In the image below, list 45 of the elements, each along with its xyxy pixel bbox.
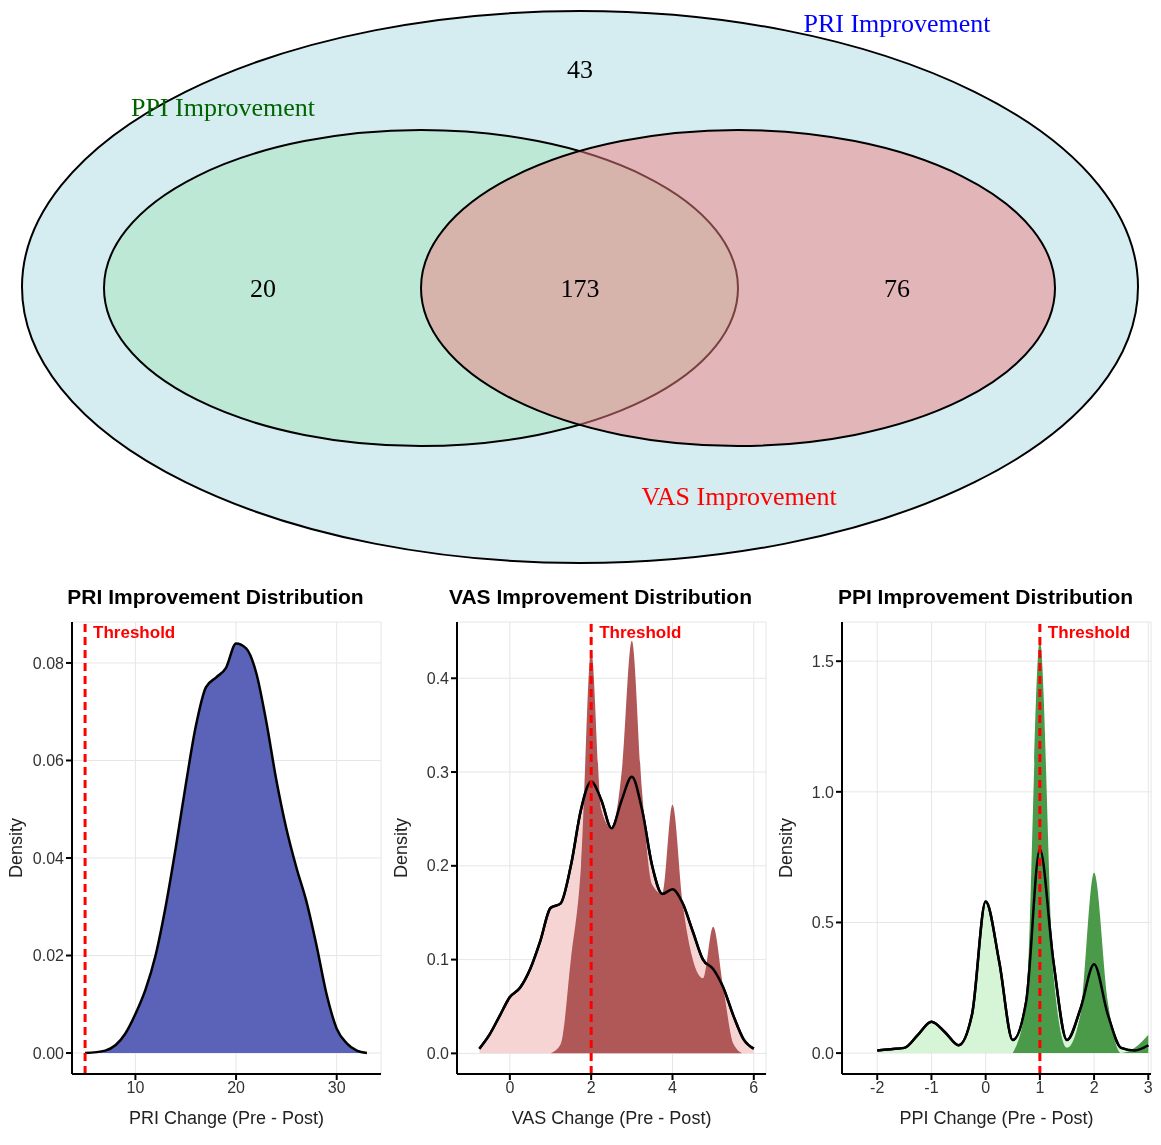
y-tick-label: 0.2 [426,857,450,875]
y-tick-label: 0.08 [32,654,65,672]
chart-title: VAS Improvement Distribution [448,584,753,610]
ref-line-label: Threshold [599,623,682,642]
x-tick-label: 3 [1143,1079,1153,1097]
x-tick-label: -2 [870,1079,885,1097]
chart-title: PRI Improvement Distribution [66,584,365,610]
x-tick-label: 6 [749,1079,759,1097]
x-tick-label: 0 [981,1079,991,1097]
x-tick-label: 4 [668,1079,678,1097]
y-tick-label: 0.02 [32,947,65,965]
data-label: 20 [250,274,276,303]
ref-line-label: Threshold [93,623,176,642]
x-tick-label: 30 [327,1079,346,1097]
data-label: 173 [560,274,600,303]
x-axis-title: PPI Change (Pre - Post) [899,1108,1094,1128]
x-tick-label: 2 [1089,1079,1099,1097]
y-tick-label: 0.5 [811,914,835,932]
y-tick-label: 0.0 [426,1045,450,1063]
y-axis-title: Density [6,817,27,879]
x-tick-label: 2 [586,1079,596,1097]
data-label: 43 [567,55,593,84]
y-tick-label: 0.04 [32,849,65,867]
y-tick-label: 0.1 [426,951,450,969]
text: PRI Improvement [803,9,992,38]
text: VAS Improvement [641,482,838,511]
x-tick-label: 20 [227,1079,246,1097]
y-tick-label: 0.0 [811,1044,835,1062]
x-axis-title: VAS Change (Pre - Post) [511,1108,712,1128]
y-tick-label: 0.4 [426,669,450,687]
y-tick-label: 0.00 [32,1044,65,1062]
y-tick-label: 1.5 [811,652,835,670]
y-axis-title: Density [776,817,797,879]
y-tick-label: 0.3 [426,763,450,781]
x-tick-label: 0 [505,1079,515,1097]
data-label: 76 [884,274,910,303]
y-tick-label: 1.0 [811,783,835,801]
x-tick-label: 1 [1035,1079,1045,1097]
y-axis-title: Density [391,817,412,879]
ref-line-label: Threshold [1047,623,1131,642]
y-tick-label: 0.06 [32,752,65,770]
x-tick-label: -1 [924,1079,939,1097]
x-axis-title: PRI Change (Pre - Post) [128,1108,325,1128]
chart-title: PPI Improvement Distribution [836,584,1135,610]
x-tick-label: 10 [126,1079,145,1097]
